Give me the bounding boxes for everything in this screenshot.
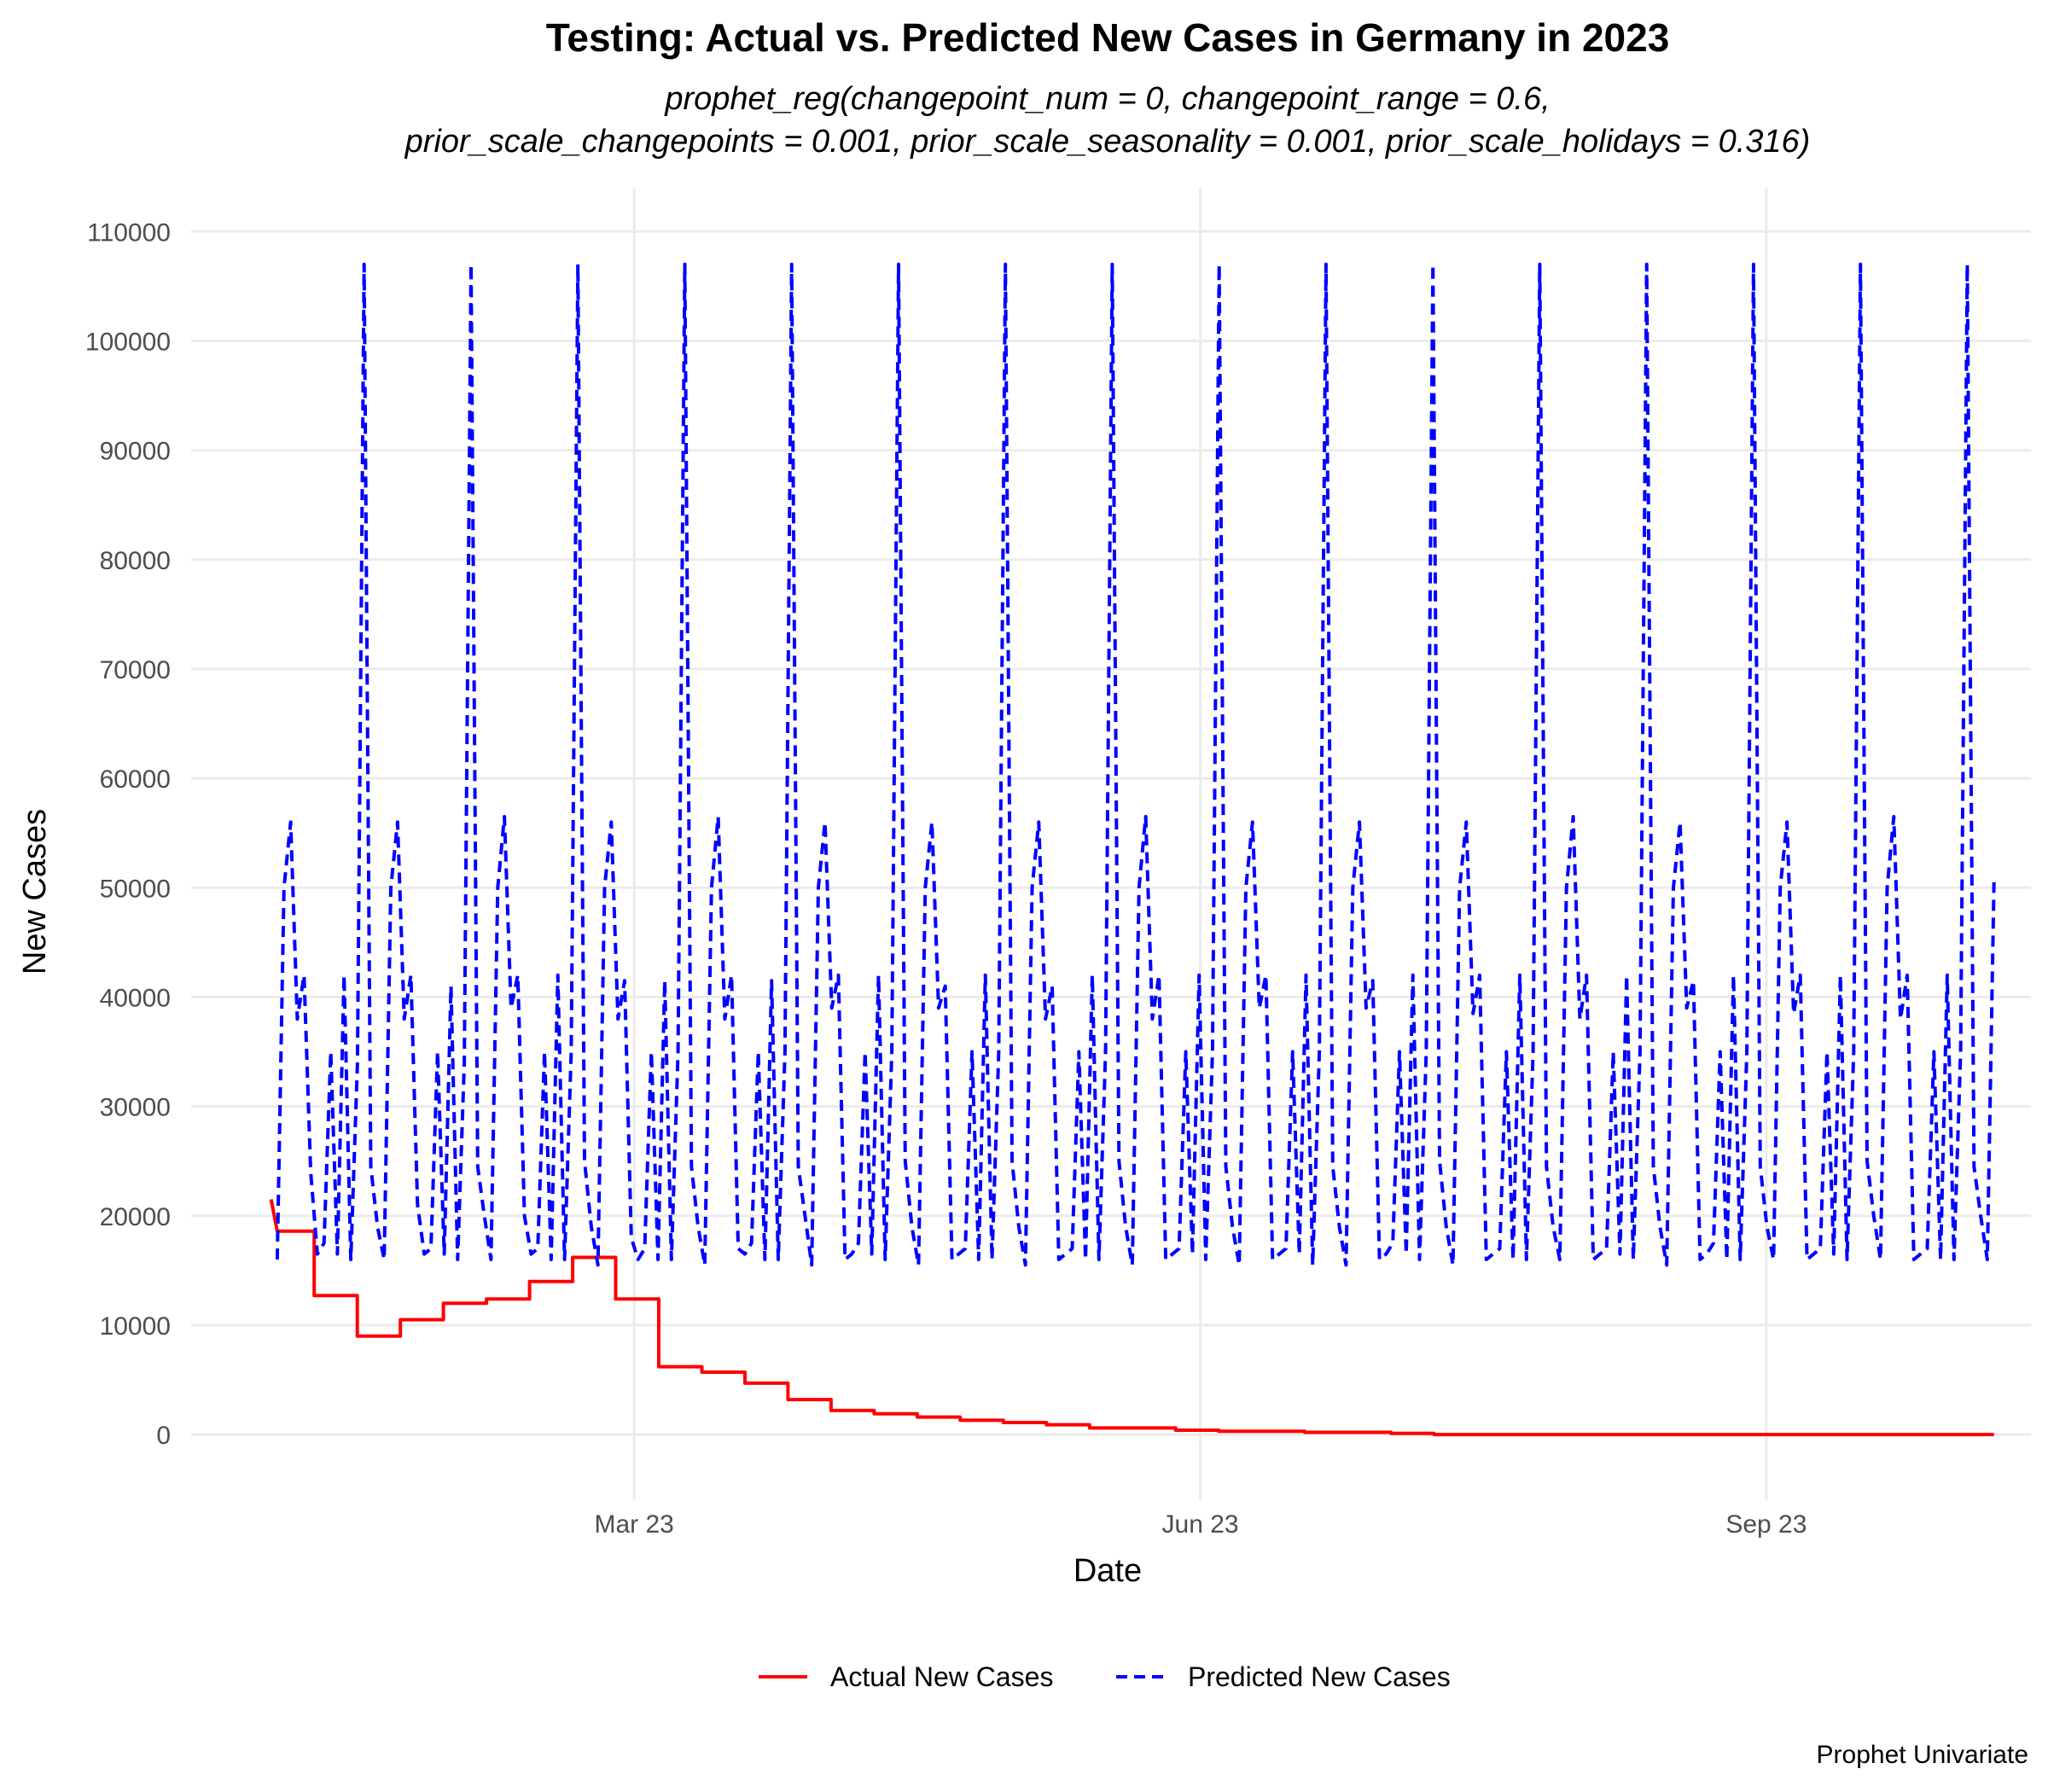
- y-tick-label: 50000: [100, 875, 171, 903]
- x-tick-label: Jun 23: [1162, 1510, 1239, 1539]
- chart-title: Testing: Actual vs. Predicted New Cases …: [546, 15, 1670, 60]
- y-tick-label: 90000: [100, 438, 171, 466]
- y-tick-label: 110000: [87, 218, 171, 247]
- legend: Actual New Cases Predicted New Cases: [759, 1661, 1451, 1692]
- chart-caption: Prophet Univariate: [1817, 1741, 2028, 1769]
- y-tick-label: 70000: [100, 656, 171, 684]
- plot-area: [269, 262, 1996, 1437]
- y-tick-label: 100000: [85, 328, 171, 356]
- x-axis-title: Date: [1073, 1553, 1142, 1589]
- y-tick-label: 20000: [100, 1203, 171, 1231]
- chart-subtitle-line-2: prior_scale_changepoints = 0.001, prior_…: [404, 124, 1811, 160]
- x-tick-label: Mar 23: [595, 1510, 674, 1539]
- y-axis-title: New Cases: [17, 809, 53, 975]
- x-axis: Mar 23 Jun 23 Sep 23: [595, 1510, 1807, 1539]
- y-tick-label: 10000: [100, 1312, 171, 1341]
- y-axis: 0 10000 20000 30000 40000 50000 60000 70000 8000…: [85, 218, 171, 1450]
- y-tick-label: 60000: [100, 765, 171, 794]
- series-line-predicted: [275, 262, 1996, 1267]
- y-tick-label: 30000: [100, 1094, 171, 1122]
- y-tick-label: 40000: [100, 984, 171, 1012]
- x-tick-label: Sep 23: [1725, 1510, 1807, 1539]
- chart-subtitle-line-1: prophet_reg(changepoint_num = 0, changep…: [664, 81, 1550, 117]
- legend-label-predicted: Predicted New Cases: [1188, 1661, 1451, 1692]
- y-tick-label: 80000: [100, 547, 171, 575]
- series-line-actual: [269, 1199, 1994, 1437]
- legend-label-actual: Actual New Cases: [830, 1661, 1053, 1692]
- y-tick-label: 0: [156, 1422, 171, 1450]
